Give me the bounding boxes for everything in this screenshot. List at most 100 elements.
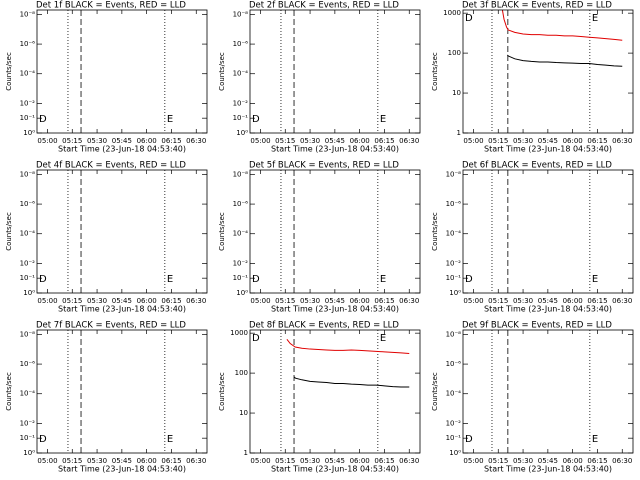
y-tick-label: 10⁻⁴	[20, 70, 36, 78]
plot-frame	[36, 9, 208, 134]
marker-label: D	[39, 114, 47, 125]
x-tick-label: 06:00	[563, 137, 583, 145]
x-axis-label: Start Time (23-Jun-18 04:53:40)	[271, 305, 399, 314]
panel: Det 9f BLACK = Events, RED = LLD Counts/s…	[431, 321, 634, 474]
y-tick-label: 10⁻¹	[20, 114, 36, 122]
x-tick-label: 06:15	[161, 457, 181, 465]
chart-title: Det 5f BLACK = Events, RED = LLD	[249, 161, 399, 171]
x-tick-label: 05:15	[62, 297, 82, 305]
series-line	[506, 54, 623, 67]
y-tick-label: 1000	[230, 329, 248, 337]
y-tick-label: 10⁻²	[233, 99, 249, 107]
y-axis-label: Counts/sec	[5, 212, 13, 251]
x-tick-label: 05:15	[488, 297, 508, 305]
y-tick-label: 10⁻⁸	[446, 330, 462, 338]
marker-label: D	[252, 274, 260, 285]
marker-label: D	[252, 333, 260, 344]
plot-frame	[462, 329, 634, 454]
marker-label: E	[167, 114, 173, 125]
marker-label: E	[592, 13, 598, 24]
y-tick-label: 10⁰	[23, 289, 35, 297]
y-axis-label: Counts/sec	[218, 52, 226, 91]
y-tick-label: 10⁰	[236, 129, 248, 137]
x-tick-label: 05:45	[112, 297, 132, 305]
x-tick-label: 05:45	[538, 137, 558, 145]
y-tick-label: 10⁻⁶	[233, 200, 249, 208]
y-tick-label: 1	[244, 449, 248, 457]
y-tick-label: 10⁻⁴	[20, 230, 36, 238]
y-tick-label: 10⁻⁶	[446, 360, 462, 368]
x-tick-label: 05:00	[37, 297, 57, 305]
y-tick-label: 10⁻⁸	[20, 10, 36, 18]
plot-frame	[462, 169, 634, 294]
plot-frame	[462, 9, 634, 134]
panel: Det 5f BLACK = Events, RED = LLD Counts/s…	[218, 161, 421, 314]
x-tick-label: 06:15	[374, 297, 394, 305]
x-axis-label: Start Time (23-Jun-18 04:53:40)	[58, 145, 186, 154]
marker-label: E	[380, 114, 386, 125]
plot-frame	[36, 329, 208, 454]
x-tick-label: 05:45	[538, 457, 558, 465]
x-tick-label: 06:00	[137, 137, 157, 145]
panel: Det 2f BLACK = Events, RED = LLD Counts/s…	[218, 1, 421, 154]
x-tick-label: 05:45	[538, 297, 558, 305]
x-tick-label: 06:30	[612, 137, 632, 145]
plot-frame	[249, 169, 421, 294]
y-tick-label: 10⁻¹	[233, 114, 249, 122]
x-tick-label: 05:00	[37, 137, 57, 145]
y-axis-label: Counts/sec	[431, 372, 439, 411]
marker-label: D	[39, 434, 47, 445]
y-tick-label: 10⁻¹	[20, 434, 36, 442]
y-tick-label: 10⁰	[23, 449, 35, 457]
x-tick-label: 06:00	[137, 297, 157, 305]
x-tick-label: 05:30	[87, 297, 107, 305]
x-tick-label: 06:30	[399, 297, 419, 305]
x-tick-label: 05:30	[513, 137, 533, 145]
marker-label: E	[167, 434, 173, 445]
marker-label: D	[252, 114, 260, 125]
y-tick-label: 1	[457, 129, 461, 137]
x-tick-label: 05:45	[325, 457, 345, 465]
chart-title: Det 7f BLACK = Events, RED = LLD	[36, 321, 186, 331]
y-tick-label: 10⁻⁶	[20, 200, 36, 208]
x-tick-label: 05:15	[275, 457, 295, 465]
y-tick-label: 10⁻²	[233, 259, 249, 267]
marker-label: D	[465, 13, 473, 24]
x-tick-label: 06:15	[161, 297, 181, 305]
marker-label: E	[380, 333, 386, 344]
y-axis-label: Counts/sec	[5, 372, 13, 411]
plot-frame	[249, 9, 421, 134]
panel: Det 7f BLACK = Events, RED = LLD Counts/s…	[5, 321, 208, 474]
x-tick-label: 06:15	[161, 137, 181, 145]
x-tick-label: 06:30	[186, 137, 206, 145]
marker-label: E	[592, 274, 598, 285]
x-tick-label: 05:15	[488, 137, 508, 145]
y-tick-label: 1000	[443, 9, 461, 17]
y-tick-label: 10⁻¹	[233, 274, 249, 282]
marker-label: E	[380, 274, 386, 285]
x-tick-label: 05:00	[463, 297, 483, 305]
x-tick-label: 06:30	[186, 297, 206, 305]
marker-label: D	[465, 434, 473, 445]
x-tick-label: 06:15	[587, 137, 607, 145]
y-tick-label: 100	[448, 49, 461, 57]
x-tick-label: 06:15	[587, 297, 607, 305]
series-line	[501, 10, 623, 41]
marker-label: D	[39, 274, 47, 285]
y-axis-label: Counts/sec	[5, 52, 13, 91]
chart-title: Det 6f BLACK = Events, RED = LLD	[462, 161, 612, 171]
y-axis-label: Counts/sec	[218, 372, 226, 411]
x-axis-label: Start Time (23-Jun-18 04:53:40)	[484, 145, 612, 154]
y-tick-label: 10⁰	[23, 129, 35, 137]
x-tick-label: 05:30	[300, 137, 320, 145]
y-tick-label: 10⁰	[236, 289, 248, 297]
y-tick-label: 10⁻²	[446, 259, 462, 267]
y-tick-label: 10⁻⁶	[233, 40, 249, 48]
y-tick-label: 10⁻⁶	[446, 200, 462, 208]
panel: Det 1f BLACK = Events, RED = LLD Counts/s…	[5, 1, 208, 154]
x-tick-label: 06:00	[137, 457, 157, 465]
x-tick-label: 06:30	[612, 297, 632, 305]
chart-title: Det 9f BLACK = Events, RED = LLD	[462, 321, 612, 331]
chart-title: Det 8f BLACK = Events, RED = LLD	[249, 321, 399, 331]
y-tick-label: 10⁻⁴	[233, 70, 249, 78]
